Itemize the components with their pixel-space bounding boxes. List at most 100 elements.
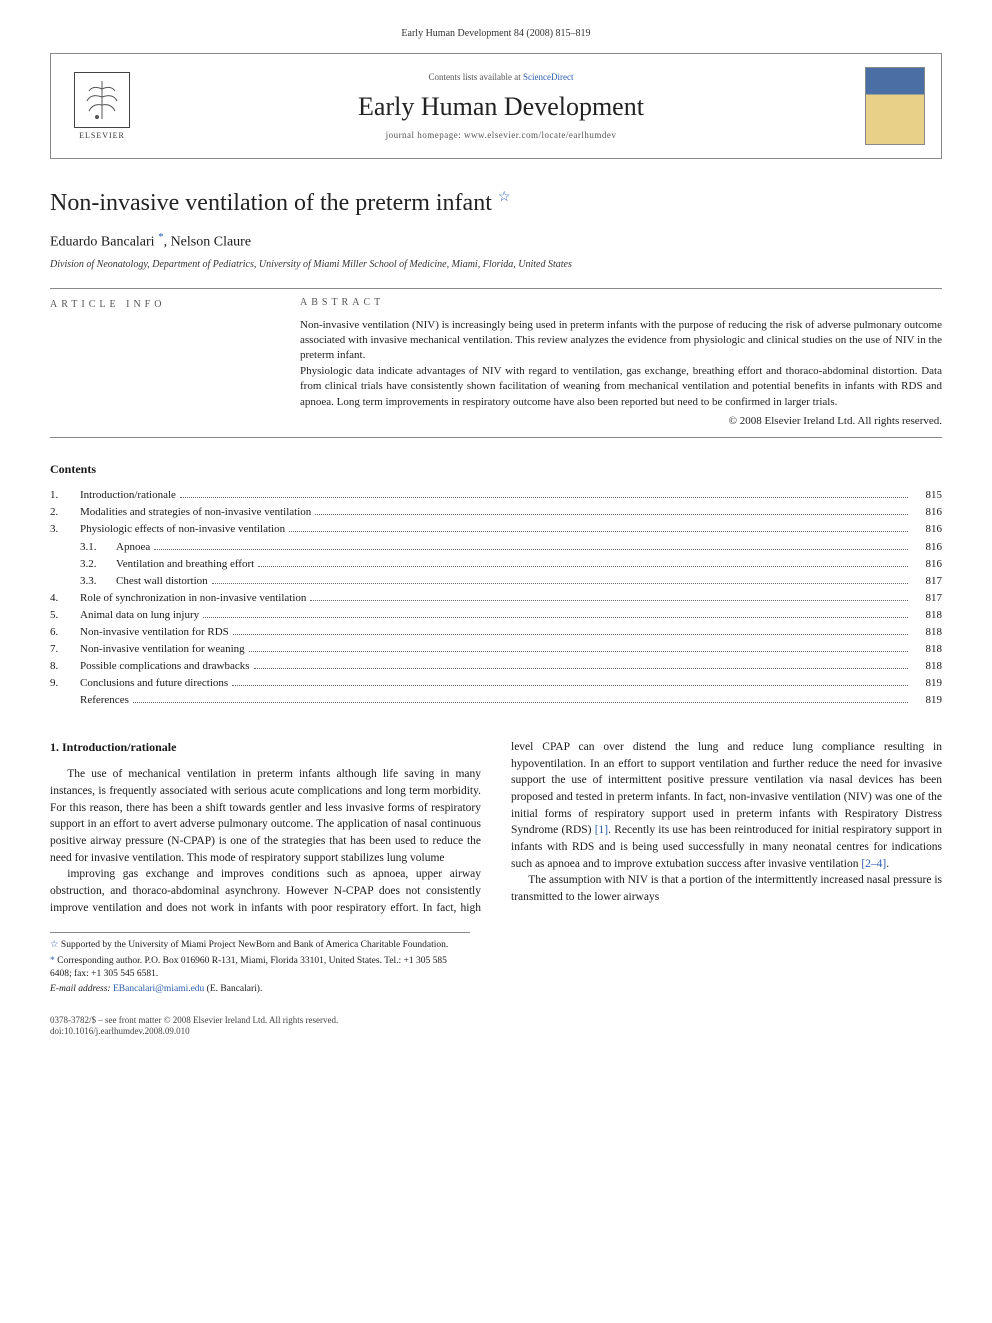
toc-row[interactable]: 7.Non-invasive ventilation for weaning 81… — [50, 641, 942, 658]
section-1-heading: 1. Introduction/rationale — [50, 739, 481, 756]
toc-number: 7. — [50, 641, 80, 658]
toc-leader-dots — [310, 600, 908, 601]
toc-leader-dots — [254, 668, 908, 669]
divider — [50, 437, 942, 438]
toc-row[interactable]: 1.Introduction/rationale 815 — [50, 487, 942, 504]
toc-number: 3.1. — [80, 539, 116, 556]
toc-leader-dots — [289, 531, 908, 532]
toc-row[interactable]: 6.Non-invasive ventilation for RDS818 — [50, 624, 942, 641]
section-1-para-1: The use of mechanical ventilation in pre… — [50, 766, 481, 866]
toc-row[interactable]: References 819 — [50, 692, 942, 709]
journal-title: Early Human Development — [153, 92, 849, 122]
toc-page: 815 — [912, 487, 942, 504]
toc-number: 5. — [50, 607, 80, 624]
journal-cover-thumbnail — [865, 67, 925, 145]
toc-page: 818 — [912, 641, 942, 658]
footnotes: ☆ Supported by the University of Miami P… — [50, 932, 470, 996]
journal-masthead: ELSEVIER Contents lists available at Sci… — [50, 53, 942, 159]
toc-label: Role of synchronization in non-invasive … — [80, 590, 306, 607]
contents-prefix: Contents lists available at — [429, 72, 523, 82]
toc-row[interactable]: 3.1.Apnoea816 — [50, 539, 942, 556]
email-link[interactable]: EBancalari@miami.edu — [113, 984, 204, 994]
toc-label: Physiologic effects of non-invasive vent… — [80, 521, 285, 538]
doi-line: doi:10.1016/j.earlhumdev.2008.09.010 — [50, 1026, 942, 1038]
toc-label: References — [80, 692, 129, 709]
journal-homepage-line: journal homepage: www.elsevier.com/locat… — [153, 130, 849, 140]
email-label: E-mail address: — [50, 984, 113, 994]
author-list: Eduardo Bancalari *, Nelson Claure — [50, 231, 942, 251]
elsevier-tree-icon — [74, 72, 130, 128]
table-of-contents: Contents 1.Introduction/rationale8152.Mo… — [50, 462, 942, 709]
toc-label: Non-invasive ventilation for weaning — [80, 641, 245, 658]
toc-page: 818 — [912, 658, 942, 675]
toc-leader-dots — [154, 549, 908, 550]
toc-page: 817 — [912, 573, 942, 590]
section-1-para-3: The assumption with NIV is that a portio… — [511, 872, 942, 905]
toc-row[interactable]: 9.Conclusions and future directions819 — [50, 675, 942, 692]
toc-page: 817 — [912, 590, 942, 607]
toc-label: Chest wall distortion — [116, 573, 208, 590]
toc-label: Modalities and strategies of non-invasiv… — [80, 504, 311, 521]
toc-page: 816 — [912, 556, 942, 573]
sciencedirect-link[interactable]: ScienceDirect — [523, 72, 573, 82]
toc-list: 1.Introduction/rationale8152.Modalities … — [50, 487, 942, 709]
toc-row[interactable]: 3.2.Ventilation and breathing effort816 — [50, 556, 942, 573]
toc-number: 2. — [50, 504, 80, 521]
toc-number: 8. — [50, 658, 80, 675]
email-suffix: (E. Bancalari). — [204, 984, 262, 994]
author-1: Eduardo Bancalari — [50, 235, 155, 250]
toc-page: 816 — [912, 504, 942, 521]
toc-leader-dots — [133, 702, 908, 703]
footnote-corr-text: Corresponding author. P.O. Box 016960 R-… — [50, 956, 447, 979]
info-abstract-row: article info abstract Non-invasive venti… — [50, 297, 942, 430]
toc-label: Apnoea — [116, 539, 150, 556]
footnote-star-marker: ☆ — [50, 940, 59, 950]
abstract-p1: Non-invasive ventilation (NIV) is increa… — [300, 318, 942, 364]
toc-label: Non-invasive ventilation for RDS — [80, 624, 229, 641]
author-2: , Nelson Claure — [164, 235, 251, 250]
footnote-funding: ☆ Supported by the University of Miami P… — [50, 939, 470, 952]
toc-row[interactable]: 5.Animal data on lung injury818 — [50, 607, 942, 624]
toc-page: 818 — [912, 624, 942, 641]
toc-leader-dots — [212, 583, 908, 584]
toc-number: 1. — [50, 487, 80, 504]
toc-leader-dots — [232, 685, 908, 686]
toc-label: Introduction/rationale — [80, 487, 176, 504]
toc-leader-dots — [249, 651, 908, 652]
toc-row[interactable]: 3.Physiologic effects of non-invasive ve… — [50, 521, 942, 538]
toc-number: 4. — [50, 590, 80, 607]
toc-page: 816 — [912, 521, 942, 538]
abstract-column: abstract Non-invasive ventilation (NIV) … — [300, 297, 942, 430]
contents-available-line: Contents lists available at ScienceDirec… — [153, 72, 849, 82]
contents-heading: Contents — [50, 462, 942, 477]
ref-link-1[interactable]: [1] — [595, 824, 608, 836]
toc-number: 3.2. — [80, 556, 116, 573]
toc-page: 819 — [912, 675, 942, 692]
article-body: 1. Introduction/rationale The use of mec… — [50, 739, 942, 916]
footnote-corresponding: * Corresponding author. P.O. Box 016960 … — [50, 955, 470, 982]
toc-number: 3.3. — [80, 573, 116, 590]
author-affiliation: Division of Neonatology, Department of P… — [50, 259, 942, 270]
toc-leader-dots — [180, 497, 908, 498]
ref-link-2-4[interactable]: [2–4] — [861, 858, 886, 870]
abstract-heading: abstract — [300, 297, 942, 308]
title-footnote-marker[interactable]: ☆ — [498, 190, 511, 205]
footnote-email: E-mail address: EBancalari@miami.edu (E.… — [50, 983, 470, 996]
toc-leader-dots — [258, 566, 908, 567]
toc-row[interactable]: 2.Modalities and strategies of non-invas… — [50, 504, 942, 521]
toc-number: 9. — [50, 675, 80, 692]
divider — [50, 288, 942, 289]
homepage-url[interactable]: www.elsevier.com/locate/earlhumdev — [464, 130, 616, 140]
footnote-funding-text: Supported by the University of Miami Pro… — [59, 940, 449, 950]
toc-row[interactable]: 8.Possible complications and drawbacks81… — [50, 658, 942, 675]
publisher-name: ELSEVIER — [79, 131, 125, 140]
running-head: Early Human Development 84 (2008) 815–81… — [50, 28, 942, 39]
toc-page: 819 — [912, 692, 942, 709]
homepage-label: journal homepage: — [386, 130, 464, 140]
bottom-metadata: 0378-3782/$ – see front matter © 2008 El… — [50, 1015, 942, 1038]
toc-label: Animal data on lung injury — [80, 607, 199, 624]
toc-row[interactable]: 4.Role of synchronization in non-invasiv… — [50, 590, 942, 607]
toc-number: 3. — [50, 521, 80, 538]
article-info-heading: article info — [50, 297, 260, 430]
toc-row[interactable]: 3.3.Chest wall distortion 817 — [50, 573, 942, 590]
